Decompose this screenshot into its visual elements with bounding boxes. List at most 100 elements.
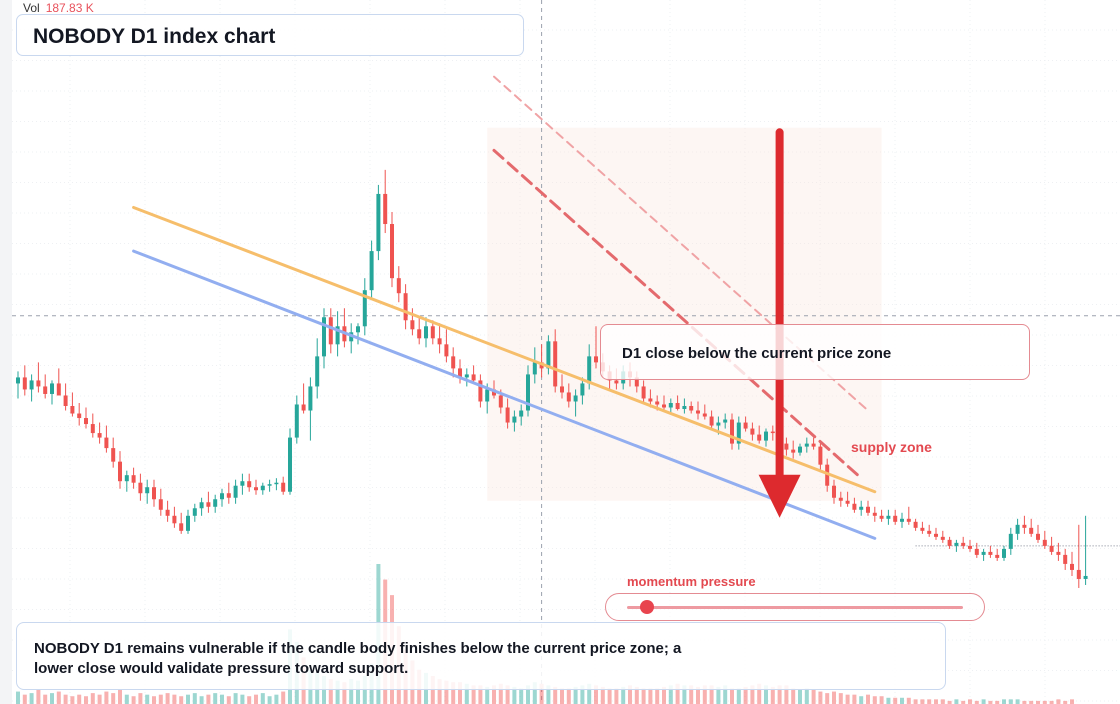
volume-bar [757,683,762,704]
volume-bar [1022,700,1027,704]
volume-bar [492,685,496,704]
candle-body [226,493,231,498]
volume-bar [131,696,136,704]
candle-body [206,502,211,507]
candle-body [158,499,163,510]
momentum-bar [627,606,963,609]
volume-bar [621,686,626,704]
candle-body [274,482,279,485]
candle-body [84,418,88,425]
volume-bar [118,690,122,704]
candle-body [152,487,156,500]
volume-bar [362,676,367,704]
volume-bar [505,685,510,704]
volume-bar [471,685,476,704]
volume-bar [437,679,442,704]
candle-body [390,224,394,279]
candle-body [505,407,510,423]
candle-body [356,326,360,333]
candle-body [995,554,1000,558]
candle-body [696,410,700,414]
volume-bar [1063,700,1068,704]
volume-bar [791,688,796,704]
candle-body [335,326,340,345]
volume-bar [825,693,830,704]
left-axis-strip [0,0,12,704]
candle-body [1029,527,1034,534]
candle-body [254,487,258,491]
candle-body [893,515,898,522]
volume-bar [43,694,48,704]
momentum-label: momentum pressure [627,574,756,589]
volume-bar [226,696,231,704]
volume-bar [655,688,660,704]
volume-bar [512,686,517,704]
candle-body [50,383,54,394]
candle-body [553,341,558,387]
volume-bar [641,688,646,704]
candle-body [376,193,381,252]
candle-body [1042,539,1047,546]
candle-body [220,493,224,500]
candle-body [362,290,367,327]
trendline-lightred [493,75,869,412]
chart-title-box: NOBODY D1 index chart [16,14,524,56]
candle-body [186,515,190,531]
volume-bar [213,693,218,704]
volume-bar [192,693,197,704]
volume-bar [770,686,775,704]
volume-bar [254,694,258,704]
candle-body [804,443,809,447]
volume-bar [818,691,823,704]
candle-body [587,356,592,384]
candle-body [845,500,850,504]
candle-body [308,386,313,411]
candle-body [1083,575,1088,579]
candle-body [131,475,136,483]
candle-body [172,515,177,524]
price-arrow-head [758,474,801,518]
volume-bar [553,686,558,704]
volume-label: Vol [23,1,40,15]
volume-bar [648,688,653,704]
candle-body [947,539,952,546]
candle-body [451,356,456,369]
volume-value: 187.83 K [45,1,94,15]
volume-bar [580,685,585,704]
candle-body [111,448,116,462]
volume-readout: Vol 187.83 K [23,1,94,15]
volume-bar [70,696,75,704]
candle-body [730,419,734,444]
volume-bar [84,696,88,704]
candle-body [573,395,578,402]
volume-bar [927,699,932,704]
volume-bar [349,679,354,704]
volume-bar [1002,699,1006,704]
candle-body [532,362,537,375]
volume-bar [981,699,986,704]
trendline-red [492,148,863,480]
candle-body [512,416,517,423]
candle-body [485,389,490,402]
candle-body [818,446,823,465]
candle-body [852,503,857,510]
volume-bar [784,685,789,704]
volume-bar [900,697,904,704]
volume-bar [1049,700,1054,704]
volume-bar [152,696,156,704]
candle-body [90,424,95,434]
candle-body [920,527,925,531]
candle-body [288,437,292,492]
volume-bar [50,693,54,704]
candle-body [281,482,286,492]
candle-body [165,509,170,516]
candle-body [97,433,102,438]
candle-body [723,419,728,423]
volume-bar [940,699,945,704]
candle-body [648,398,653,402]
candle-body [424,326,428,339]
candle-body [743,422,748,429]
candle-body [825,464,830,486]
volume-bar [233,693,238,704]
candle-body [811,443,816,447]
